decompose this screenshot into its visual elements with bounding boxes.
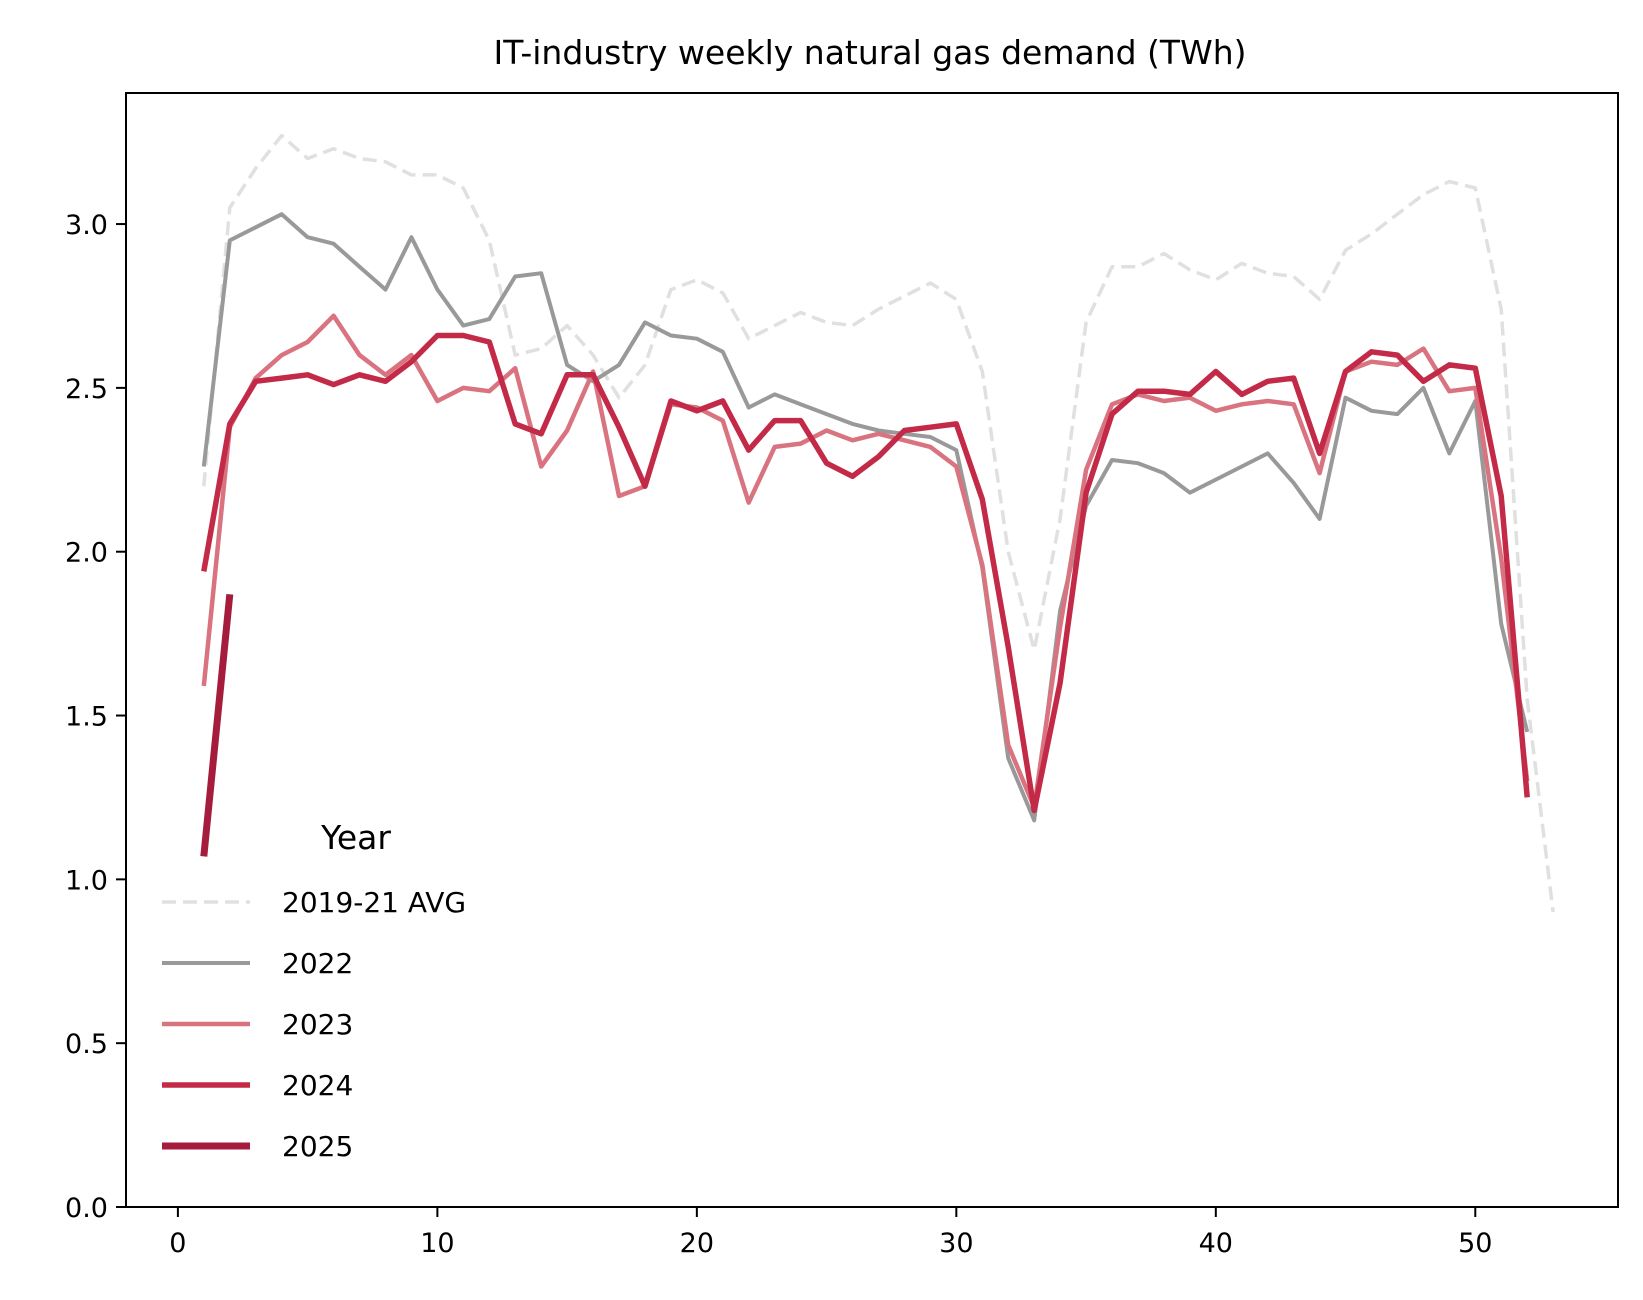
series-layer <box>200 133 1555 913</box>
legend: Year 2019-21 AVG 2022 2023 2024 2025 <box>162 818 466 1163</box>
legend-label: 2024 <box>282 1069 353 1102</box>
chart-title: IT-industry weekly natural gas demand (T… <box>493 33 1246 72</box>
series-line-2024 <box>201 332 1530 814</box>
legend-items: 2019-21 AVG 2022 2023 2024 2025 <box>162 886 466 1163</box>
series-line-2023 <box>201 313 1530 810</box>
x-tick-label: 40 <box>1199 1228 1233 1259</box>
y-tick-label: 2.0 <box>65 538 108 569</box>
x-axis: 0 10 20 30 40 50 <box>169 1207 1492 1259</box>
legend-label: 2023 <box>282 1008 353 1041</box>
y-tick-label: 3.0 <box>65 210 108 241</box>
legend-title: Year <box>320 818 391 857</box>
series-line-2025 <box>200 593 234 857</box>
x-tick-label: 30 <box>939 1228 973 1259</box>
x-tick-label: 50 <box>1458 1228 1492 1259</box>
legend-label: 2022 <box>282 947 353 980</box>
series-line-2019-21-avg <box>202 133 1555 913</box>
y-tick-label: 2.5 <box>65 374 108 405</box>
x-tick-label: 20 <box>680 1228 714 1259</box>
legend-label: 2019-21 AVG <box>282 886 466 919</box>
y-tick-label: 0.0 <box>65 1193 108 1224</box>
legend-label: 2025 <box>282 1130 353 1163</box>
series-line-2022 <box>201 212 1530 823</box>
x-tick-label: 0 <box>169 1228 186 1259</box>
y-axis: 0.0 0.5 1.0 1.5 2.0 2.5 3.0 <box>65 210 126 1224</box>
y-tick-label: 1.0 <box>65 865 108 896</box>
x-tick-label: 10 <box>420 1228 454 1259</box>
plot-frame <box>125 92 1619 1208</box>
y-tick-label: 1.5 <box>65 702 108 733</box>
y-tick-label: 0.5 <box>65 1029 108 1060</box>
